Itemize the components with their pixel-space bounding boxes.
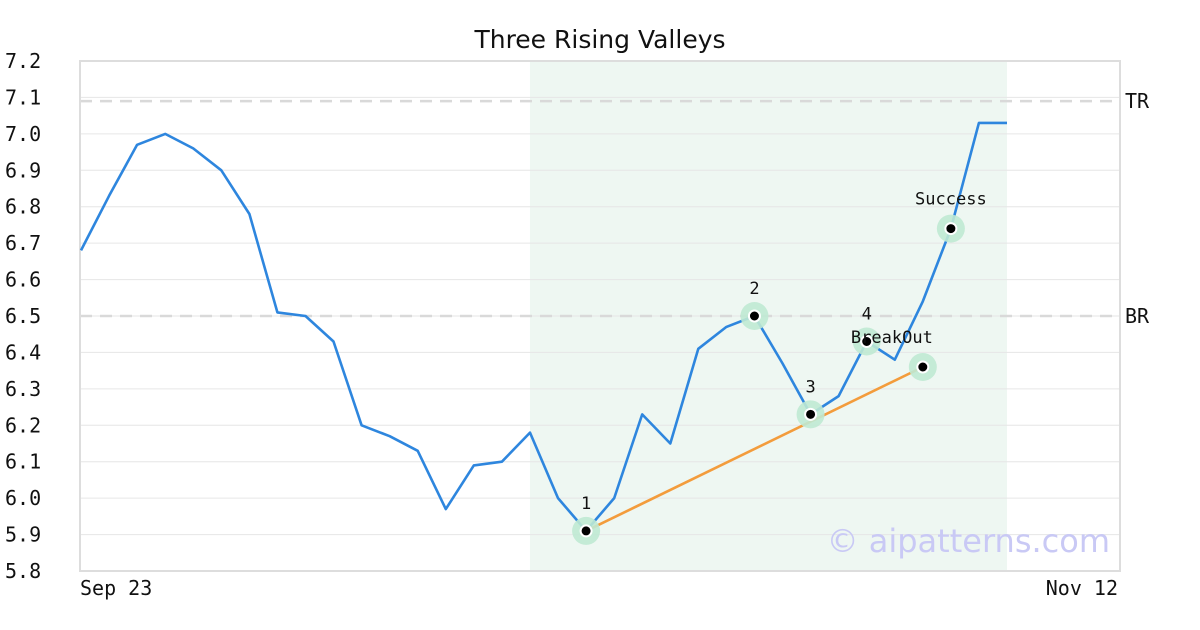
point-marker <box>916 360 930 374</box>
y-tick-label: 6.6 <box>5 268 41 292</box>
y-tick-label: 6.4 <box>5 340 41 364</box>
x-tick-start: Sep 23 <box>80 576 152 600</box>
point-label: BreakOut <box>851 328 933 348</box>
y-tick-label: 6.1 <box>5 450 41 474</box>
y-tick-label: 7.0 <box>5 122 41 146</box>
grid <box>80 96 1120 536</box>
pattern-points: 1 2 3 4 BreakOut Success <box>572 190 987 545</box>
point-label: 3 <box>805 377 815 397</box>
y-tick-label: 7.2 <box>5 49 41 73</box>
y-tick-label: 6.0 <box>5 486 41 510</box>
point-label: 4 <box>862 305 872 325</box>
y-tick-label: 6.8 <box>5 195 41 219</box>
y-tick-label: 6.3 <box>5 377 41 401</box>
point-label: 2 <box>749 279 759 299</box>
point-marker <box>860 335 874 348</box>
y-tick-label: 5.9 <box>5 523 41 547</box>
point-label: 1 <box>581 494 591 514</box>
y-axis: 5.8 5.9 6.0 6.1 6.2 6.3 6.4 6.5 6.6 6.7 6.8 6.9 7.0 7… <box>5 49 41 583</box>
point-marker <box>944 222 958 236</box>
point-label: Success <box>915 190 987 210</box>
y-tick-label: 6.2 <box>5 413 41 437</box>
y-tick-label: 6.9 <box>5 158 41 182</box>
price-line <box>79 121 1007 533</box>
x-tick-end: Nov 12 <box>1046 576 1118 600</box>
y-tick-label: 6.5 <box>5 304 41 328</box>
y-tick-label: 5.8 <box>5 559 41 583</box>
watermark: © aipatterns.com <box>827 522 1110 560</box>
y-tick-label: 6.7 <box>5 231 41 255</box>
chart-title: Three Rising Valleys <box>473 25 725 54</box>
point-marker <box>579 524 593 538</box>
trend-line <box>585 365 924 533</box>
reference-lines: TR BR <box>80 89 1150 328</box>
reference-label: BR <box>1125 304 1150 328</box>
reference-label: TR <box>1125 89 1150 113</box>
point-marker <box>804 407 818 421</box>
point-marker <box>747 309 761 323</box>
y-tick-label: 7.1 <box>5 85 41 109</box>
plot-frame <box>79 60 1121 572</box>
